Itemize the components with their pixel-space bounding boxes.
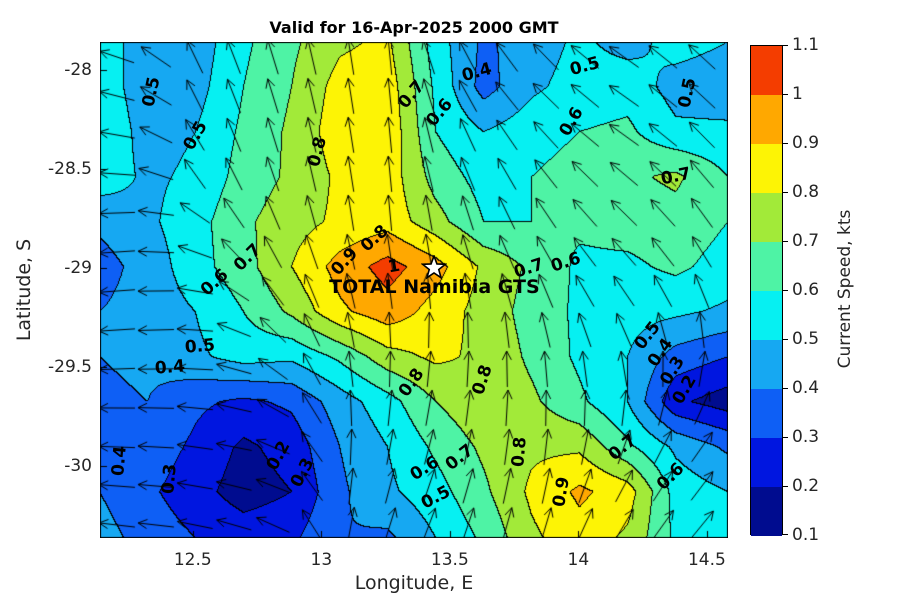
colorbar-band: [751, 95, 782, 144]
colorbar-tick: [783, 192, 788, 193]
contour-quiver-plot: [100, 42, 728, 538]
x-tick-label: 14.5: [687, 550, 726, 570]
colorbar-tick: [783, 388, 788, 389]
colorbar-tick-label: 0.7: [792, 231, 820, 251]
colorbar-band: [751, 242, 782, 291]
x-tick-label: 13: [310, 550, 333, 570]
colorbar-tick-label: 0.6: [792, 280, 820, 300]
colorbar-band: [751, 193, 782, 242]
colorbar-tick: [783, 290, 788, 291]
colorbar-band: [751, 340, 782, 389]
colorbar-tick-label: 0.8: [792, 182, 820, 202]
colorbar-band: [751, 438, 782, 487]
colorbar-tick: [783, 241, 788, 242]
colorbar-tick: [783, 94, 788, 95]
colorbar-tick-label: 0.4: [792, 378, 820, 398]
colorbar-tick: [783, 437, 788, 438]
colorbar-tick: [783, 45, 788, 46]
colorbar: [750, 45, 783, 536]
y-tick-label: -29: [64, 257, 92, 278]
star-marker-icon: [421, 254, 448, 280]
colorbar-tick: [783, 486, 788, 487]
y-tick-label: -28: [64, 59, 92, 80]
colorbar-tick-label: 0.9: [792, 133, 820, 153]
colorbar-tick-label: 1.1: [792, 35, 820, 55]
x-tick-label: 14: [567, 550, 590, 570]
x-tick-label: 12.5: [173, 550, 212, 570]
colorbar-tick: [783, 534, 788, 535]
y-tick-label: -29.5: [48, 356, 92, 377]
colorbar-tick-label: 0.5: [792, 329, 820, 349]
colorbar-tick-label: 0.2: [792, 476, 820, 496]
colorbar-band: [751, 389, 782, 438]
colorbar-band: [751, 487, 782, 536]
colorbar-band: [751, 46, 782, 95]
y-tick-label: -28.5: [48, 158, 92, 179]
colorbar-tick-label: 0.1: [792, 525, 820, 545]
x-tick-label: 13.5: [430, 550, 469, 570]
colorbar-band: [751, 144, 782, 193]
y-axis-label: Latitude, S: [13, 238, 35, 342]
colorbar-band: [751, 291, 782, 340]
x-axis-label: Longitude, E: [354, 572, 474, 594]
colorbar-tick-label: 1: [792, 84, 803, 104]
station-label: TOTAL Namibia GTS: [329, 275, 540, 298]
plot-title: Valid for 16-Apr-2025 2000 GMT: [269, 18, 559, 37]
colorbar-label: Current Speed, kts: [835, 209, 855, 369]
colorbar-tick-label: 0.3: [792, 427, 820, 447]
colorbar-tick: [783, 339, 788, 340]
y-tick-label: -30: [64, 455, 92, 476]
colorbar-tick: [783, 143, 788, 144]
